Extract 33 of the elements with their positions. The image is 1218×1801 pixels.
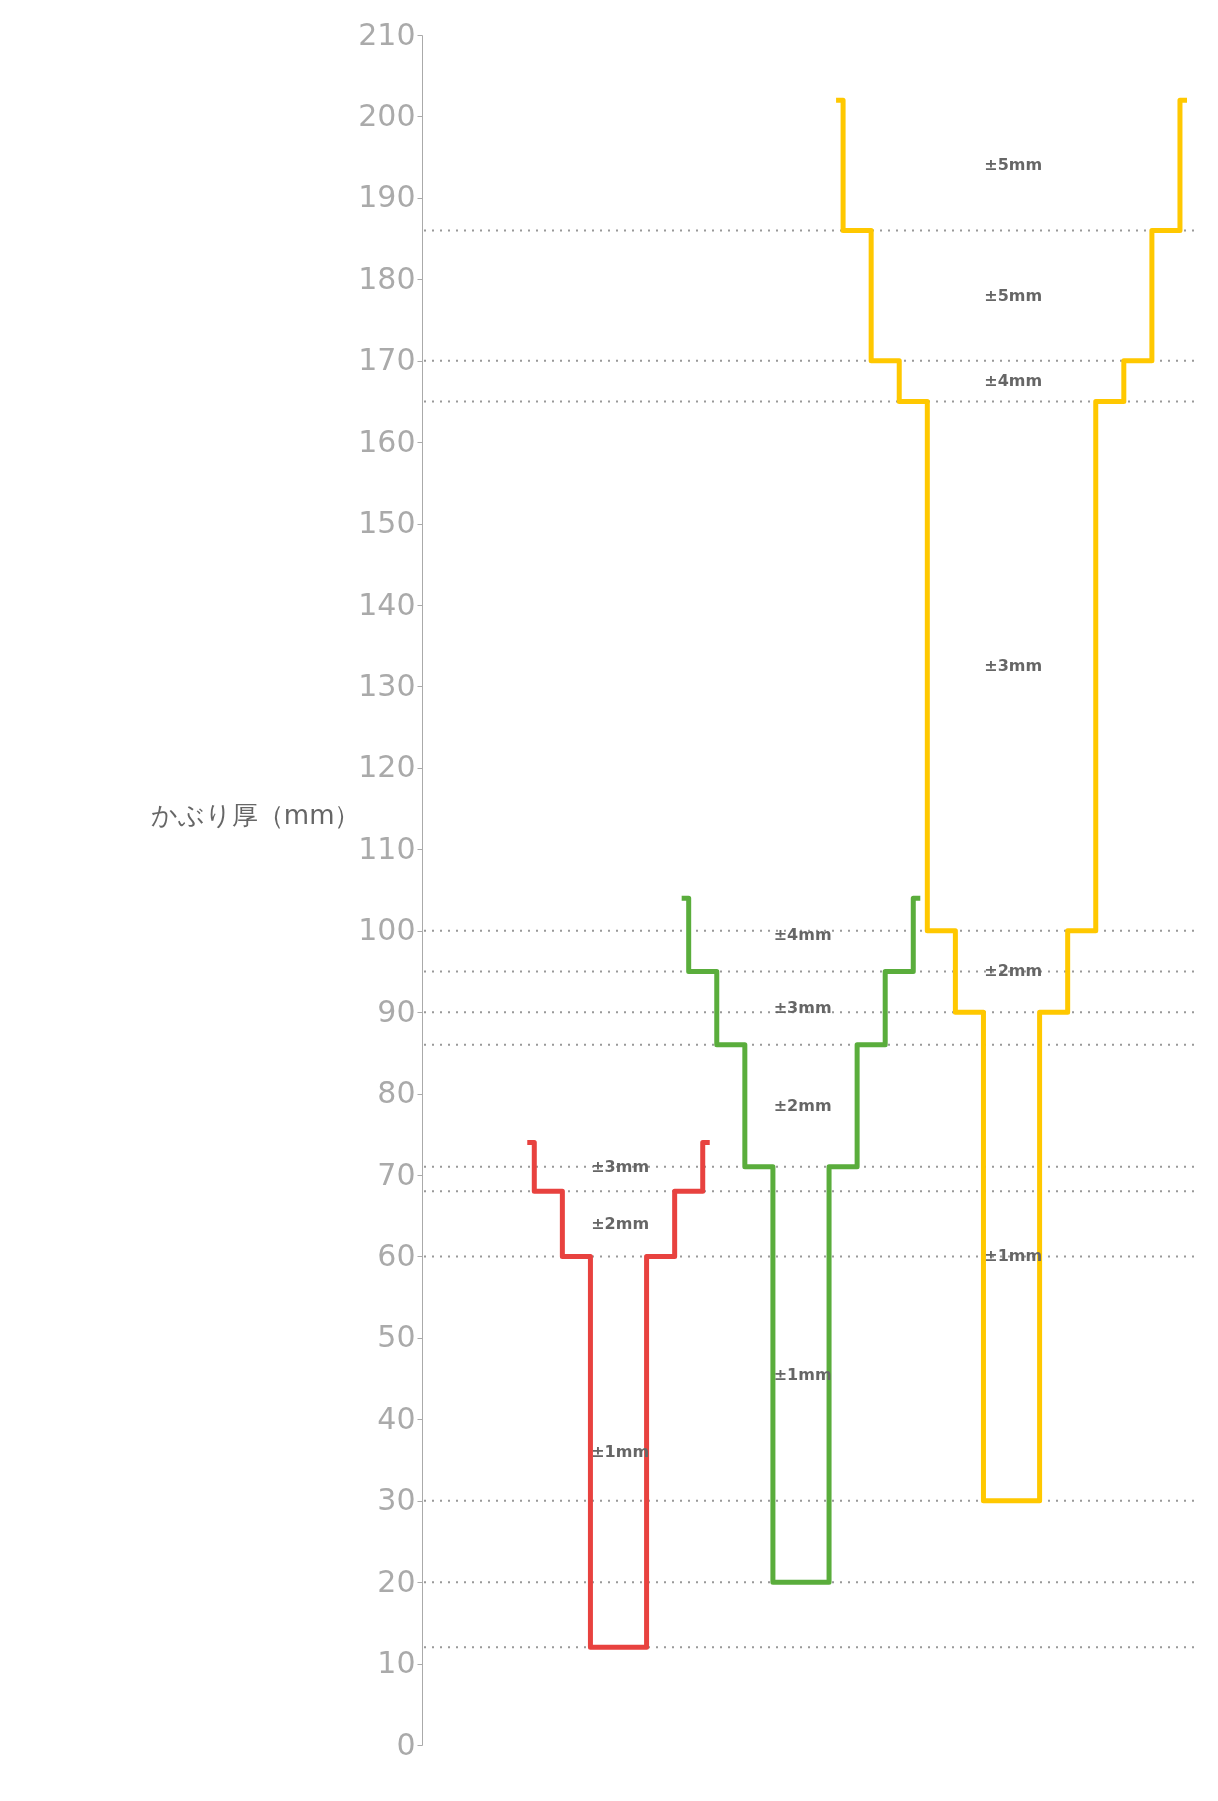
y-tick-label: 120 <box>358 749 416 785</box>
annotation: ±2mm <box>984 961 1043 981</box>
annotation: ±3mm <box>591 1156 650 1176</box>
y-tick-label: 110 <box>358 830 416 866</box>
y-tick-label: 30 <box>377 1482 416 1518</box>
y-tick-label: 140 <box>358 586 416 622</box>
annotation: ±4mm <box>984 371 1043 391</box>
y-tick-label: 100 <box>358 912 416 948</box>
y-tick-label: 70 <box>377 1156 416 1192</box>
y-tick-label: 20 <box>377 1563 416 1599</box>
y-tick-label: 210 <box>358 16 416 52</box>
y-tick-label: 170 <box>358 342 416 378</box>
annotation: ±2mm <box>591 1213 650 1233</box>
y-tick-label: 200 <box>358 97 416 133</box>
annotation: ±4mm <box>773 924 832 944</box>
y-tick-label: 150 <box>358 505 416 541</box>
annotation: ±3mm <box>984 656 1043 676</box>
y-tick-label: 0 <box>396 1726 416 1762</box>
y-tick-label: 50 <box>377 1319 416 1355</box>
annotation: ±2mm <box>773 1095 832 1115</box>
y-tick-label: 90 <box>377 993 416 1029</box>
annotation: ±3mm <box>773 998 832 1018</box>
y-tick-label: 60 <box>377 1237 416 1273</box>
y-tick-label: 40 <box>377 1400 416 1436</box>
y-tick-label: 130 <box>358 667 416 703</box>
y-tick-label: 80 <box>377 1075 416 1111</box>
y-tick-label: 10 <box>377 1645 416 1681</box>
y-axis-title: かぶり厚（mm） <box>150 799 361 830</box>
y-tick-label: 180 <box>358 260 416 296</box>
annotation: ±5mm <box>984 155 1043 175</box>
y-tick-label: 160 <box>358 423 416 459</box>
annotation: ±5mm <box>984 285 1043 305</box>
y-tick-label: 190 <box>358 179 416 215</box>
